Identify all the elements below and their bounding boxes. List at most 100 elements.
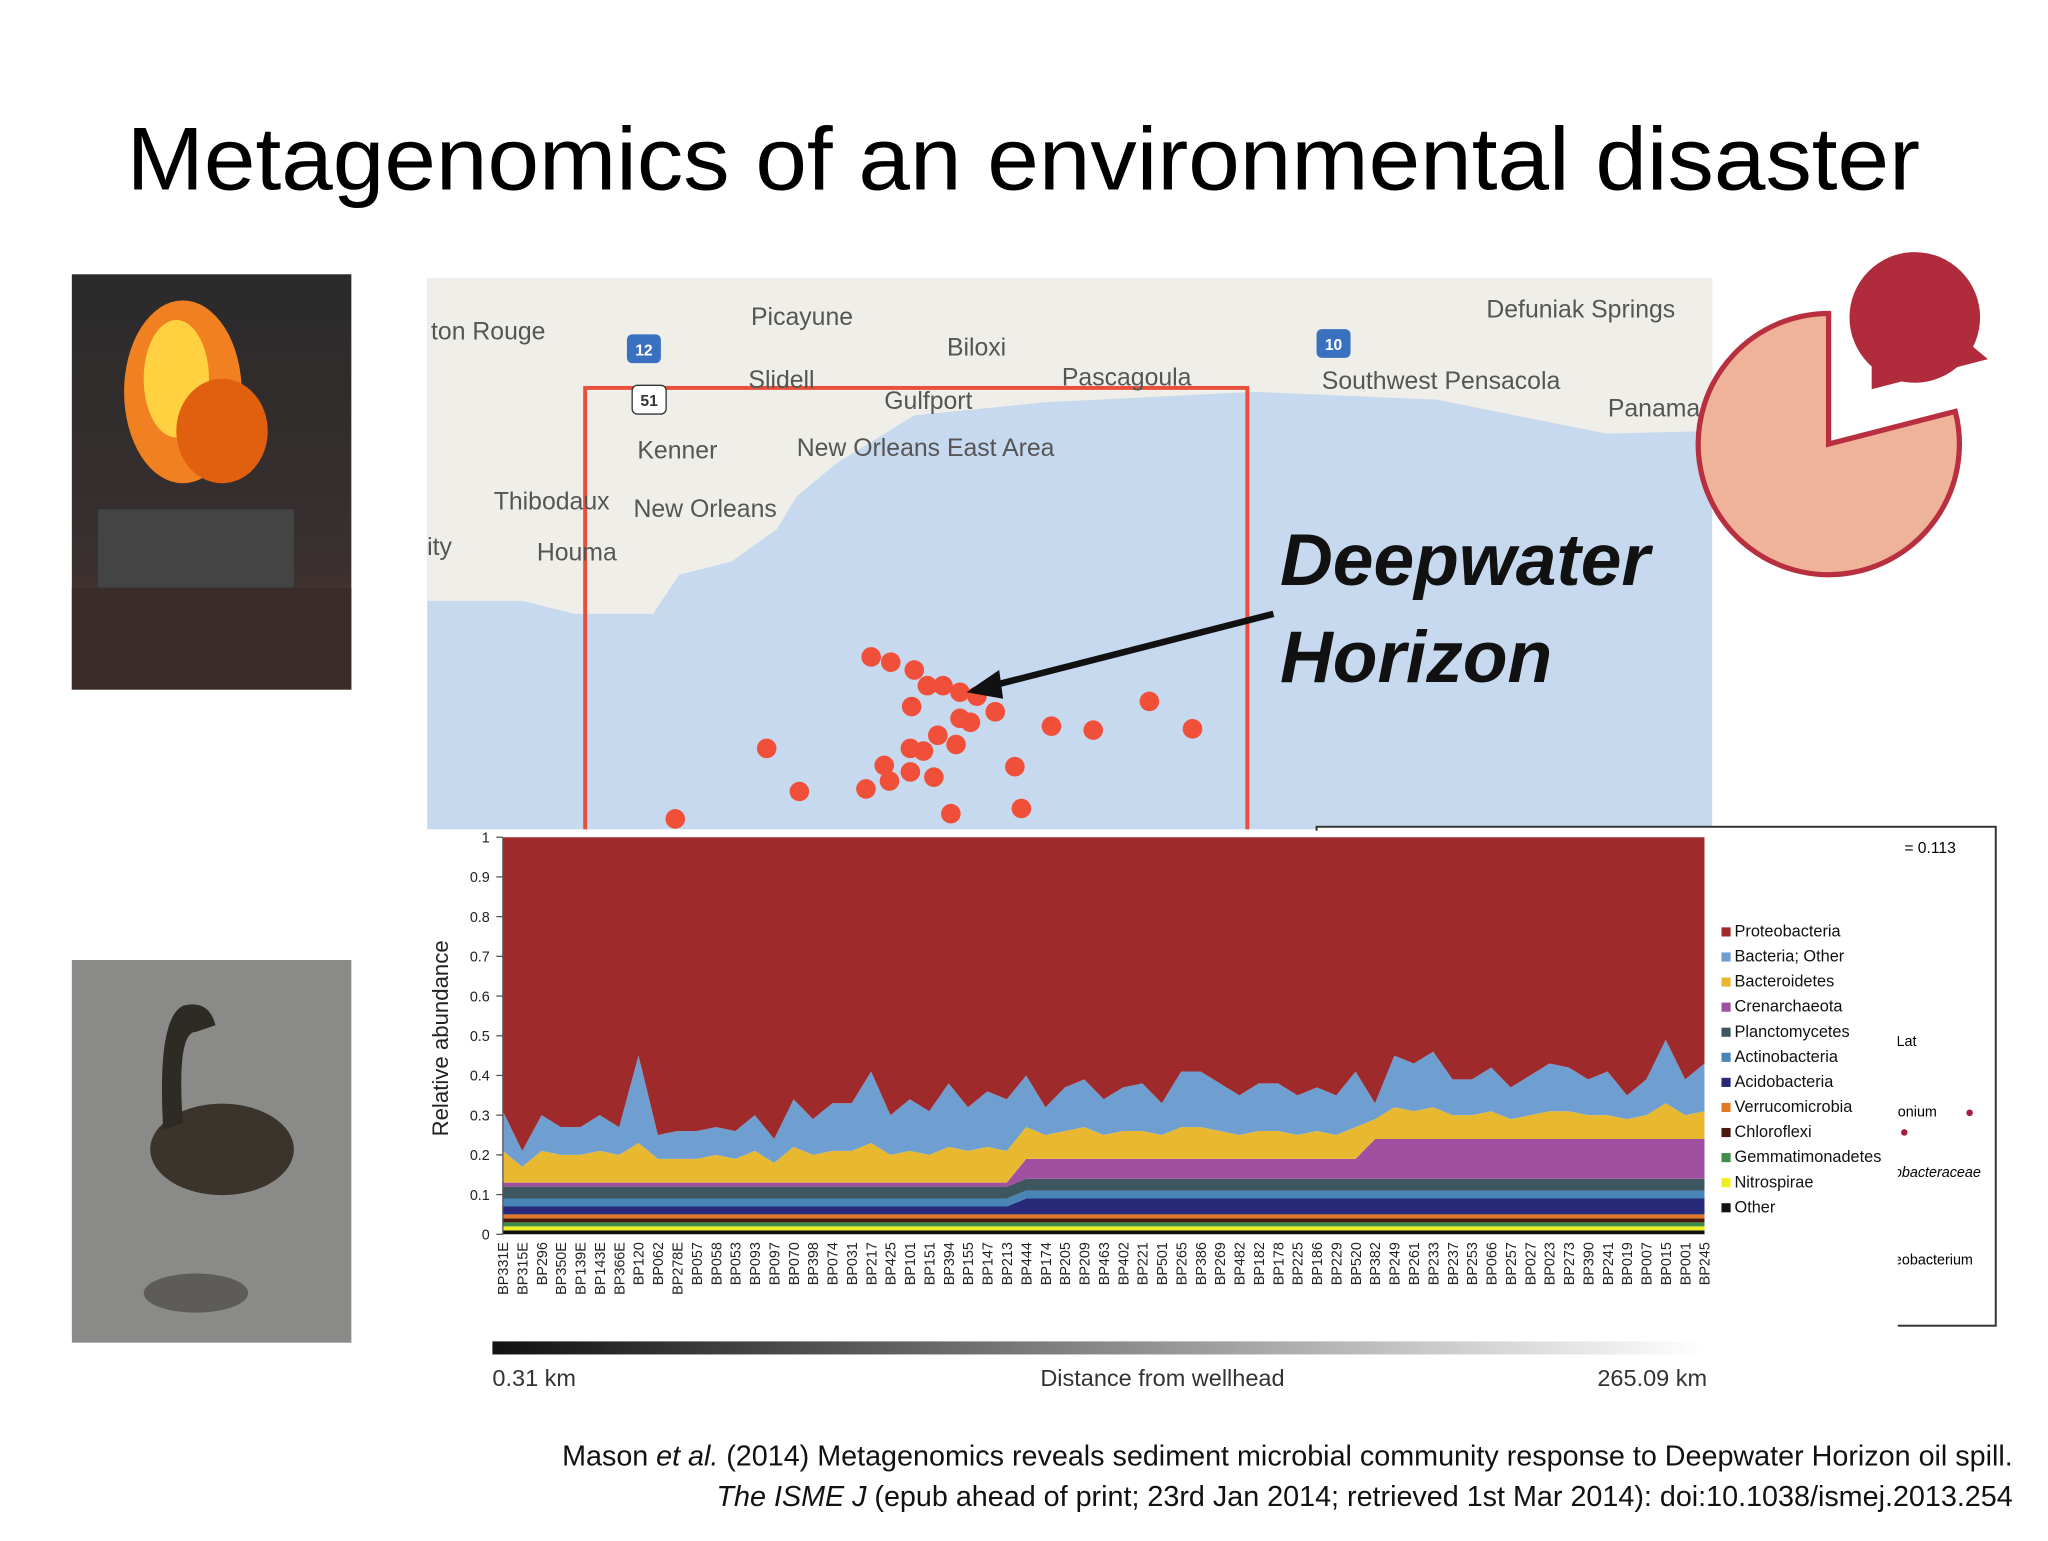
area bbox=[502, 1214, 1705, 1219]
x-tick-label: BP249 bbox=[1388, 1242, 1404, 1285]
x-tick-label: BP233 bbox=[1426, 1242, 1442, 1285]
site-dot bbox=[928, 725, 948, 746]
panel-label: Lat bbox=[1896, 1034, 1916, 1050]
site-dot bbox=[1083, 720, 1104, 740]
map-label: ton Rouge bbox=[431, 319, 545, 346]
highway-shield: 51 bbox=[640, 393, 658, 410]
site-dot bbox=[861, 647, 881, 667]
x-tick-label: BP178 bbox=[1271, 1242, 1287, 1285]
site-dot bbox=[900, 738, 921, 759]
x-tick-label: BP257 bbox=[1504, 1242, 1520, 1285]
legend-swatch bbox=[1721, 1077, 1731, 1087]
site-dot bbox=[960, 712, 981, 733]
area bbox=[502, 1230, 1705, 1235]
x-tick-label: BP186 bbox=[1310, 1242, 1326, 1285]
legend-swatch bbox=[1721, 1127, 1731, 1138]
x-tick-label: BP097 bbox=[767, 1242, 783, 1285]
x-tick-label: BP265 bbox=[1174, 1242, 1190, 1285]
x-tick-label: BP101 bbox=[903, 1242, 919, 1285]
x-tick-label: BP386 bbox=[1194, 1242, 1210, 1285]
site-dot bbox=[874, 755, 895, 776]
x-tick-label: BP070 bbox=[787, 1242, 803, 1285]
site-dot bbox=[1041, 716, 1062, 736]
x-tick-label: BP174 bbox=[1039, 1242, 1055, 1285]
pie-icon bbox=[1695, 252, 1988, 578]
legend-label: Proteobacteria bbox=[1735, 922, 1842, 940]
site-dot bbox=[1182, 719, 1203, 739]
annotation: Deepwater bbox=[1280, 520, 1653, 601]
area bbox=[502, 837, 1705, 1151]
y-tick-label: 0.5 bbox=[470, 1029, 490, 1045]
citation-etal: et al. bbox=[656, 1440, 718, 1472]
y-tick-label: 0.2 bbox=[470, 1148, 490, 1164]
x-tick-label: BP501 bbox=[1155, 1242, 1171, 1285]
panel-label: eobacterium bbox=[1894, 1252, 1973, 1268]
legend-swatch bbox=[1721, 952, 1731, 962]
map-label: Panama bbox=[1608, 396, 1701, 423]
legend-label: Bacteroidetes bbox=[1735, 973, 1835, 991]
x-tick-label: BP066 bbox=[1485, 1242, 1501, 1285]
highway-shield: 10 bbox=[1325, 337, 1343, 354]
citation-line: Mason et al. (2014) Metagenomics reveals s… bbox=[562, 1440, 2013, 1472]
x-tick-label: BP209 bbox=[1078, 1242, 1094, 1285]
x-tick-label: BP444 bbox=[1019, 1242, 1035, 1285]
x-tick-label: BP027 bbox=[1523, 1242, 1539, 1285]
x-tick-label: BP217 bbox=[864, 1242, 880, 1285]
citation-line: The ISME J (epub ahead of print; 23rd Jan… bbox=[717, 1481, 2013, 1513]
y-tick-label: 0.4 bbox=[470, 1069, 490, 1085]
legend-label: Actinobacteria bbox=[1735, 1048, 1839, 1066]
y-tick-label: 0.3 bbox=[470, 1108, 490, 1124]
x-tick-label: BP253 bbox=[1465, 1242, 1481, 1285]
site-dot bbox=[985, 702, 1006, 722]
area bbox=[502, 1178, 1705, 1199]
x-tick-label: BP350E bbox=[554, 1242, 570, 1295]
map-label: New Orleans East Area bbox=[797, 435, 1055, 462]
legend-swatch bbox=[1721, 1027, 1731, 1037]
y-tick-label: 0.9 bbox=[470, 870, 490, 886]
site-dot bbox=[856, 779, 876, 799]
slide-title: Metagenomics of an environmental disaste… bbox=[127, 109, 1920, 208]
area bbox=[502, 1039, 1705, 1167]
site-dot bbox=[924, 767, 944, 787]
x-tick-label: BP331E bbox=[496, 1242, 512, 1295]
x-tick-label: BP001 bbox=[1678, 1242, 1694, 1285]
legend-swatch bbox=[1721, 927, 1731, 937]
x-tick-label: BP315E bbox=[515, 1242, 531, 1295]
area bbox=[502, 1226, 1705, 1231]
map-label: ity bbox=[427, 534, 452, 561]
area bbox=[502, 1103, 1705, 1183]
y-tick-label: 0 bbox=[482, 1228, 490, 1244]
site-dot bbox=[901, 696, 922, 717]
y-tick-label: 0.8 bbox=[470, 910, 490, 926]
highway-shield: 12 bbox=[635, 342, 653, 359]
site-dot bbox=[665, 809, 686, 829]
x-tick-label: BP221 bbox=[1136, 1242, 1152, 1285]
map-label: New Orleans bbox=[633, 496, 776, 523]
x-tick-label: BP366E bbox=[612, 1242, 628, 1295]
x-tick-label: BP120 bbox=[632, 1242, 648, 1285]
map-label: Slidell bbox=[748, 367, 814, 394]
area bbox=[502, 1198, 1705, 1215]
legend-label: Chloroflexi bbox=[1735, 1123, 1812, 1141]
x-tick-label: BP520 bbox=[1349, 1242, 1365, 1285]
x-tick-label: BP229 bbox=[1329, 1242, 1345, 1285]
map-label: Picayune bbox=[751, 304, 853, 331]
x-tick-label: BP245 bbox=[1698, 1242, 1714, 1285]
site-dot bbox=[789, 781, 810, 802]
x-axis-label: Distance from wellhead bbox=[1040, 1365, 1284, 1391]
map-label: Gulfport bbox=[884, 388, 972, 415]
legend-swatch bbox=[1721, 1203, 1731, 1213]
x-tick-label: BP213 bbox=[1000, 1242, 1016, 1285]
citation-text: (epub ahead of print; 23rd Jan 2014; ret… bbox=[874, 1481, 2012, 1513]
photo-rig-fire bbox=[71, 274, 352, 690]
site-dot bbox=[946, 734, 966, 755]
map-label: Defuniak Springs bbox=[1486, 296, 1675, 323]
x-tick-label: BP296 bbox=[535, 1242, 551, 1285]
distance-gradient bbox=[492, 1341, 1705, 1355]
y-tick-label: 0.6 bbox=[470, 989, 490, 1005]
x-tick-label: BP402 bbox=[1116, 1242, 1132, 1285]
legend-swatch bbox=[1721, 1102, 1731, 1113]
x-tick-label: BP053 bbox=[729, 1242, 745, 1285]
